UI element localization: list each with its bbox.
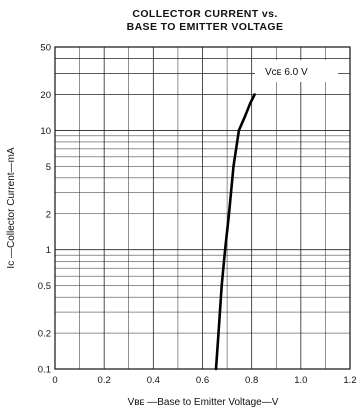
y-axis-label: Iᴄ —Collector Current—mA <box>6 147 17 268</box>
y-tick-label: 2 <box>46 209 51 220</box>
y-tick-label: 0.5 <box>38 281 51 292</box>
grid <box>55 47 350 369</box>
y-tick-label: 5 <box>46 162 51 173</box>
x-tick-label: 0 <box>52 375 57 386</box>
y-tick-label: 20 <box>40 90 51 101</box>
series-line <box>214 93 256 371</box>
y-tick-label: 50 <box>40 43 51 54</box>
plot-frame <box>54 46 351 370</box>
tick-labels: 0 0.2 0.4 0.6 0.8 1.0 1.2 0.1 0.2 0.5 1 2 5 10 20 50 <box>38 43 357 387</box>
x-tick-label: 1.2 <box>343 375 356 386</box>
x-tick-label: 0.4 <box>147 375 160 386</box>
series <box>214 93 256 371</box>
x-tick-label: 0.6 <box>196 375 209 386</box>
x-tick-label: 1.0 <box>294 375 307 386</box>
chart-title-line1: COLLECTOR CURRENT vs. <box>132 8 277 20</box>
x-axis-label: Vʙᴇ —Base to Emitter Voltage—V <box>128 397 279 408</box>
vce-annotation: Vᴄᴇ 6.0 V <box>265 67 308 78</box>
y-tick-label: 0.2 <box>38 329 51 340</box>
x-tick-label: 0.2 <box>98 375 111 386</box>
y-tick-label: 0.1 <box>38 365 51 376</box>
y-tick-label: 10 <box>40 126 51 137</box>
x-tick-label: 0.8 <box>245 375 258 386</box>
chart-title-line2: BASE TO EMITTER VOLTAGE <box>127 21 284 33</box>
y-tick-label: 1 <box>46 245 51 256</box>
annotation-box <box>255 60 338 82</box>
